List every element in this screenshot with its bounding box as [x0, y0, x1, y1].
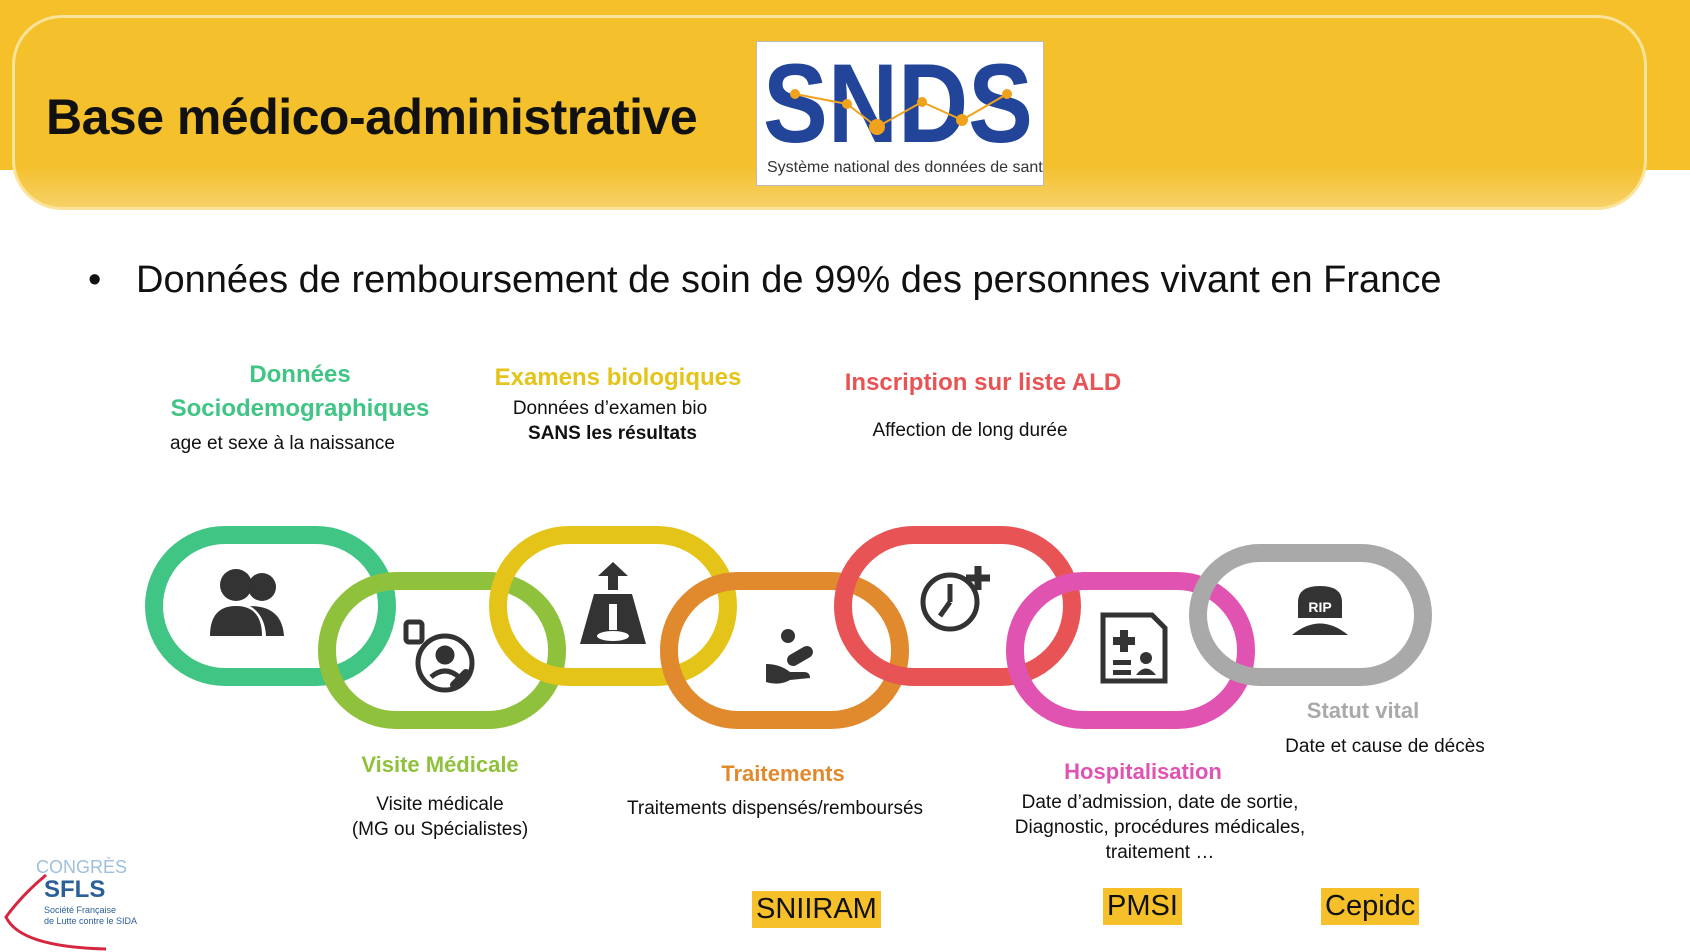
hospit-desc-line1: Date d’admission, date de sortie,	[1021, 792, 1299, 813]
visite-desc-line1: Visite médicale	[376, 794, 504, 815]
two-people-icon	[210, 569, 284, 636]
bullet-point: • Données de remboursement de soin de 99%…	[88, 259, 1441, 302]
hospit-title: Hospitalisation	[1064, 759, 1222, 784]
snds-logo-subtitle: Système national des données de santé	[767, 159, 1043, 176]
bio-title: Examens biologiques	[494, 364, 742, 391]
socio-title-line1: Données	[249, 361, 351, 388]
svg-text:RIP: RIP	[1308, 599, 1331, 615]
traitements-desc: Traitements dispensés/remboursés	[626, 798, 924, 819]
chain-link-socio	[145, 526, 396, 686]
bullet-symbol: •	[88, 259, 102, 301]
socio-desc: age et sexe à la naissance	[170, 433, 395, 454]
source-sniiram-label: SNIIRAM	[752, 891, 881, 928]
hospit-desc-line2: Diagnostic, procédures médicales,	[1014, 817, 1306, 838]
sfls-logo-line3: Société Française	[44, 905, 116, 915]
statut-desc: Date et cause de décès	[1285, 736, 1485, 757]
source-cepidc-label: Cepidc	[1321, 888, 1420, 925]
chain-link-statut	[1189, 544, 1432, 686]
traitements-title: Traitements	[721, 761, 845, 786]
bullet-text: Données de remboursement de soin de 99% …	[136, 259, 1442, 301]
ald-title: Inscription sur liste ALD	[844, 369, 1122, 396]
page-title: Base médico-administrative	[46, 89, 698, 145]
red-ribbon-icon	[4, 873, 107, 951]
sfls-logo-line4: de Lutte contre le SIDA	[44, 916, 137, 926]
source-pmsi-label: PMSI	[1103, 888, 1182, 925]
snds-logo: SNDS Système national des données de san…	[756, 41, 1044, 186]
hospit-desc-line3: traitement …	[1105, 842, 1215, 863]
medical-record-icon	[1100, 612, 1168, 684]
doctor-consult-icon	[403, 619, 475, 693]
visite-desc-line2: (MG ou Spécialistes)	[351, 819, 529, 840]
chain-link-visite	[318, 572, 566, 729]
sfls-logo: CONGRÈS SFLS Société Française de Lutte …	[4, 857, 137, 951]
statut-title: Statut vital	[1306, 698, 1420, 723]
chain-link-bio	[489, 526, 737, 686]
lab-flask-icon	[580, 562, 646, 644]
bio-desc-line2: SANS les résultats	[528, 423, 697, 444]
chain-link-ald	[834, 526, 1081, 686]
chain-link-traitements	[660, 572, 909, 729]
socio-title-line2: Sociodemographiques	[170, 395, 430, 422]
visite-title: Visite Médicale	[361, 752, 519, 777]
rip-tombstone-icon: RIP	[1292, 586, 1348, 635]
sfls-logo-line2: SFLS	[44, 876, 105, 903]
chain-link-hospit	[1006, 572, 1255, 729]
network-decoration	[790, 89, 1012, 135]
ald-desc: Affection de long durée	[872, 420, 1068, 441]
hand-pill-icon	[766, 629, 813, 684]
sfls-logo-line1: CONGRÈS	[36, 857, 127, 877]
clock-plus-icon	[920, 566, 990, 632]
bio-desc-line1: Données d’examen bio	[512, 398, 708, 419]
